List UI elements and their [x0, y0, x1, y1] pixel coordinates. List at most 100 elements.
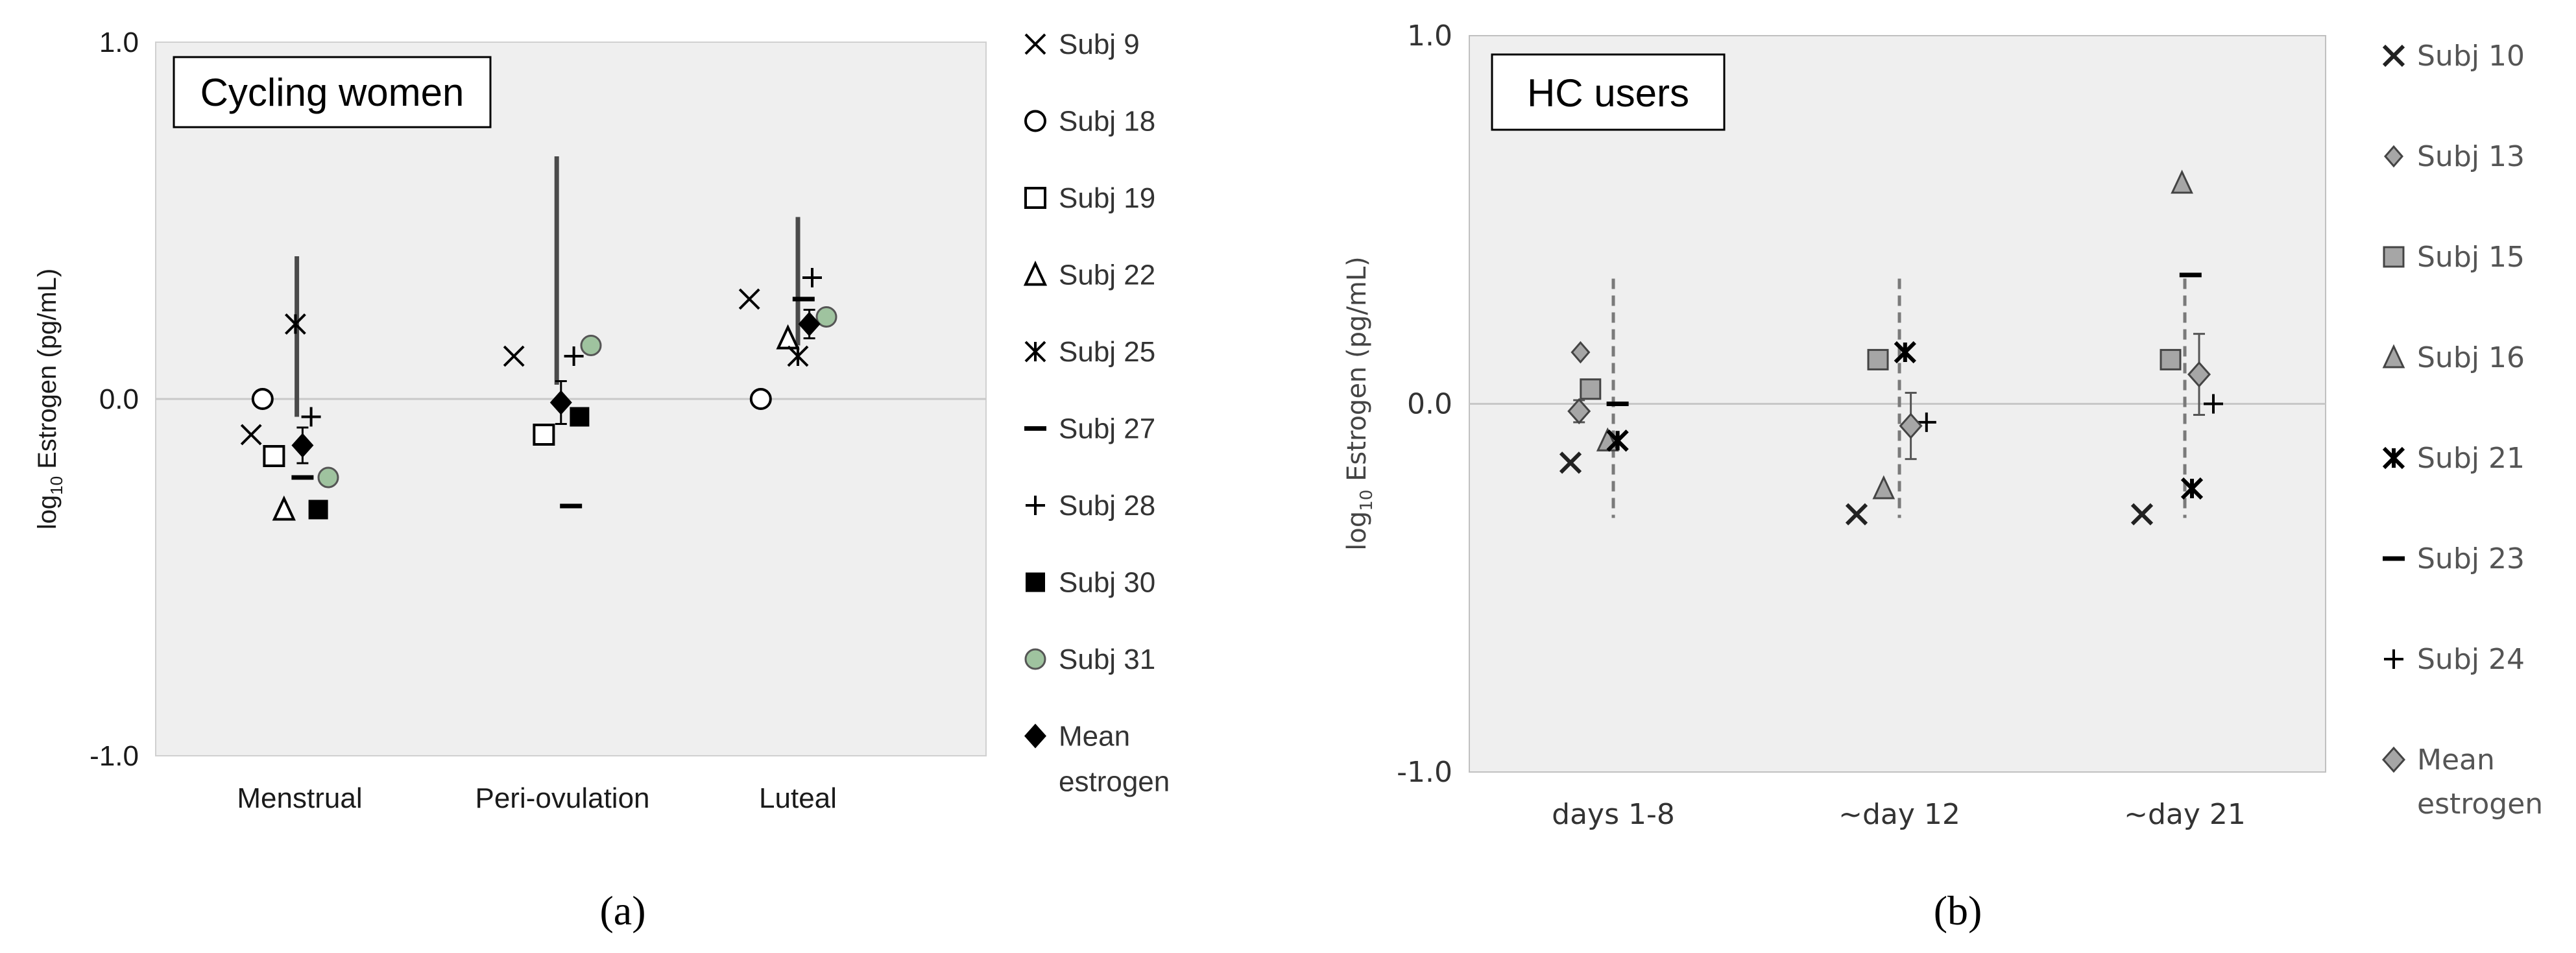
legend-item-subj-13: Subj 13 — [2384, 140, 2525, 173]
legend-label: Subj 23 — [2417, 542, 2525, 575]
legend-label: Subj 13 — [2417, 140, 2525, 173]
legend-marker-subj-16 — [2382, 344, 2405, 368]
legend-marker-subj-31 — [1024, 648, 1046, 670]
legend-marker-subj-28 — [1026, 496, 1045, 515]
x-tick-label: Peri-ovulation — [475, 782, 649, 814]
y-tick-label: -1.0 — [1397, 756, 1452, 789]
x-tick-label: ~day 21 — [2124, 798, 2246, 831]
mean-estrogen-point-day-12 — [1899, 413, 1923, 439]
legend-item-subj-22: Subj 22 — [1023, 259, 1155, 291]
legend-label: Subj 9 — [1059, 29, 1140, 60]
subj-16-point-day-21 — [2171, 169, 2193, 194]
chart-title-a: Cycling women — [200, 71, 464, 114]
legend-label: Mean — [1059, 721, 1130, 753]
x-tick-label: Luteal — [759, 782, 837, 814]
subj-10-point-day-21 — [2130, 503, 2154, 525]
x-tick-label: ~day 12 — [1838, 798, 1960, 831]
legend-marker-subj-15 — [2383, 246, 2405, 268]
legend-marker-subj-18 — [1024, 110, 1046, 132]
legend-item-subj-31: Subj 31 — [1024, 644, 1155, 675]
legend-item-subj-15: Subj 15 — [2383, 241, 2525, 274]
legend-item-subj-24: Subj 24 — [2384, 643, 2525, 676]
legend-label: Subj 18 — [1059, 106, 1155, 138]
subj-28-point-luteal — [802, 268, 822, 287]
subj-21-point-day-12 — [1894, 341, 1916, 364]
subj-30-point-peri-ovulation — [570, 407, 590, 427]
subj-10-point-day-12 — [1845, 503, 1868, 525]
subj-27-point-peri-ovulation — [560, 503, 583, 509]
y-tick-label: -1.0 — [90, 740, 139, 772]
legend-item-subj-16: Subj 16 — [2382, 341, 2525, 374]
legend-item-subj-19: Subj 19 — [1024, 182, 1155, 214]
y-axis-label-b: log10 Estrogen (pg/mL) — [1342, 256, 1377, 550]
subj-18-point-luteal — [749, 388, 772, 410]
legend-label-line2: estrogen — [2417, 788, 2543, 821]
legend-marker-subj-13 — [2384, 145, 2403, 168]
subj-9-point-luteal — [738, 288, 760, 310]
mean-estrogen-point-days-1-8 — [1567, 398, 1591, 425]
subj-27-point-menstrual — [291, 475, 314, 480]
legend-marker-subj-22 — [1023, 260, 1048, 286]
subj-22-point-menstrual — [272, 495, 296, 521]
legend-label: Subj 24 — [2417, 643, 2525, 676]
legend-label: Subj 28 — [1059, 490, 1155, 522]
legend-marker-subj-19 — [1024, 187, 1046, 209]
legend-label: Subj 21 — [2417, 442, 2525, 475]
subj-21-point-days-1-8 — [1606, 429, 1629, 452]
legend-marker-subj-27 — [1024, 426, 1046, 431]
legend-marker-mean-estrogen — [2381, 746, 2406, 773]
x-tick-label: days 1-8 — [1552, 798, 1675, 831]
mean-estrogen-point-menstrual — [291, 433, 314, 458]
legend-label: Mean — [2417, 743, 2495, 777]
legend-label-line2: estrogen — [1059, 766, 1170, 798]
subj-15-point-day-21 — [2160, 348, 2182, 370]
subj-22-point-luteal — [776, 324, 800, 350]
subj-16-point-day-12 — [1872, 475, 1896, 500]
y-axis-label-a: log10 Estrogen (pg/mL) — [33, 269, 66, 529]
subj-18-point-menstrual — [251, 388, 274, 410]
title-box-a — [173, 56, 492, 128]
subj-23-point-day-21 — [2179, 272, 2202, 278]
legend-item-mean-estrogen: Mean estrogen — [2381, 743, 2543, 821]
subj-25-point-menstrual — [284, 313, 306, 335]
legend-item-subj-9: Subj 9 — [1024, 29, 1140, 60]
legend-marker-subj-9 — [1024, 33, 1046, 55]
legend-label: Subj 30 — [1059, 567, 1155, 599]
subj-24-point-day-12 — [1916, 412, 1936, 432]
legend-marker-subj-25 — [1024, 341, 1046, 363]
legend-label: Subj 22 — [1059, 259, 1155, 291]
subj-31-point-luteal — [815, 306, 837, 328]
panel-b: 1.0 0.0 -1.0 days 1-8 ~day 12 ~day 21 HC use… — [1342, 19, 2543, 934]
legend-item-subj-23: Subj 23 — [2383, 542, 2525, 575]
panel-label-a: (a) — [599, 887, 645, 934]
subj-15-point-days-1-8 — [1580, 378, 1602, 400]
panel-a: 1.0 0.0 -1.0 Menstrual Peri-ovulation Luteal… — [33, 27, 1170, 934]
subj-23-point-days-1-8 — [1606, 402, 1629, 406]
legend-item-subj-18: Subj 18 — [1024, 106, 1155, 138]
subj-28-point-peri-ovulation — [564, 346, 584, 366]
legend-label: Subj 15 — [2417, 241, 2525, 274]
legend-item-subj-30: Subj 30 — [1026, 567, 1155, 599]
subj-9-point-peri-ovulation — [503, 345, 525, 367]
legend-marker-subj-30 — [1026, 572, 1045, 592]
y-tick-label: 0.0 — [99, 383, 139, 415]
legend-label: Subj 16 — [2417, 341, 2525, 374]
subj-25-point-luteal — [787, 345, 809, 367]
title-box-b — [1491, 53, 1726, 131]
subj-19-point-peri-ovulation — [533, 424, 555, 446]
legend-label: Subj 19 — [1059, 182, 1155, 214]
legend-item-subj-25: Subj 25 — [1024, 336, 1155, 368]
subj-31-point-peri-ovulation — [580, 335, 602, 356]
subj-24-point-day-21 — [2204, 394, 2223, 414]
legend-item-mean-estrogen: Mean estrogen — [1024, 721, 1170, 798]
subj-9-point-menstrual — [240, 424, 262, 446]
subj-21-point-day-21 — [2180, 477, 2204, 500]
subj-28-point-menstrual — [301, 407, 321, 427]
legend-marker-subj-23 — [2383, 556, 2405, 561]
y-tick-label: 1.0 — [99, 27, 139, 58]
legend-marker-subj-24 — [2384, 649, 2403, 669]
legend-label: Subj 31 — [1059, 644, 1155, 675]
legend-label: Subj 27 — [1059, 413, 1155, 445]
panel-label-b: (b) — [1934, 887, 1982, 934]
